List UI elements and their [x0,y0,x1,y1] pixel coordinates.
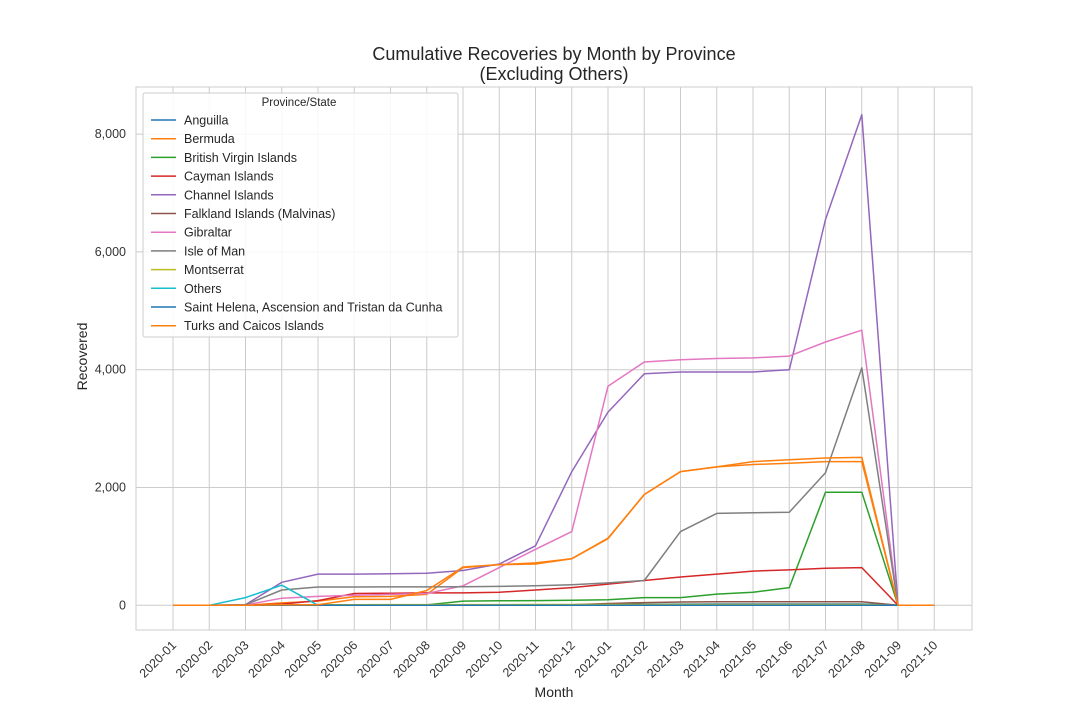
x-tick-label: 2020-05 [282,638,324,680]
x-tick-label: 2020-06 [318,638,360,680]
x-tick-label: 2021-02 [608,638,650,680]
x-tick-label: 2021-05 [717,638,759,680]
x-tick-label: 2021-10 [898,638,940,680]
legend-item-label: Isle of Man [184,244,245,258]
y-tick-label: 2,000 [95,480,126,494]
legend-item-label: Cayman Islands [184,170,274,184]
x-tick-label: 2020-02 [173,638,215,680]
chart-subtitle: (Excluding Others) [479,64,628,84]
x-tick-label: 2021-03 [644,638,686,680]
x-tick-label: 2020-10 [463,638,505,680]
x-axis-label: Month [535,684,574,700]
plot-area [135,86,973,631]
x-tick-label: 2020-11 [500,638,542,680]
x-tick-label: 2020-04 [246,638,288,680]
legend: Province/State Anguilla Bermuda British Vi… [142,92,459,338]
series-line-1 [173,460,935,607]
legend-item-label: British Virgin Islands [184,151,297,165]
y-tick-label: 0 [119,598,126,612]
x-tick-label: 2021-01 [572,638,614,680]
series-line-4 [173,113,935,607]
legend-item-label: Channel Islands [184,188,274,202]
legend-item-label: Gibraltar [184,226,232,240]
legend-box [142,92,459,338]
legend-item-label: Anguilla [184,114,229,128]
x-tick-label: 2020-01 [137,638,179,680]
legend-item-label: Turks and Caicos Islands [184,319,324,333]
legend-item-label: Montserrat [184,263,244,277]
series-line-3 [173,566,935,607]
x-tick-label: 2021-08 [826,638,868,680]
y-tick-label: 6,000 [95,245,126,259]
x-tick-label: 2020-03 [209,638,251,680]
chart-title: Cumulative Recoveries by Month by Provin… [372,44,735,64]
series-line-7 [173,367,935,607]
series-line-11 [173,456,935,607]
x-tick-label: 2020-12 [536,638,578,680]
series-line-6 [173,329,935,607]
y-tick-label: 4,000 [95,363,126,377]
x-tick-label: 2021-07 [789,638,831,680]
x-tick-label: 2021-04 [681,638,723,680]
legend-item-label: Others [184,282,222,296]
legend-title: Province/State [262,97,337,109]
y-axis-label: Recovered [74,323,90,391]
x-tick-label: 2021-06 [753,638,795,680]
legend-item-label: Bermuda [184,132,235,146]
legend-item-label: Falkland Islands (Malvinas) [184,207,335,221]
y-tick-label: 8,000 [95,127,126,141]
x-tick-label: 2020-08 [391,638,433,680]
x-tick-label: 2021-09 [862,638,904,680]
x-tick-label: 2020-07 [354,638,396,680]
x-tick-label: 2020-09 [427,638,469,680]
legend-item-label: Saint Helena, Ascension and Tristan da C… [184,301,443,315]
